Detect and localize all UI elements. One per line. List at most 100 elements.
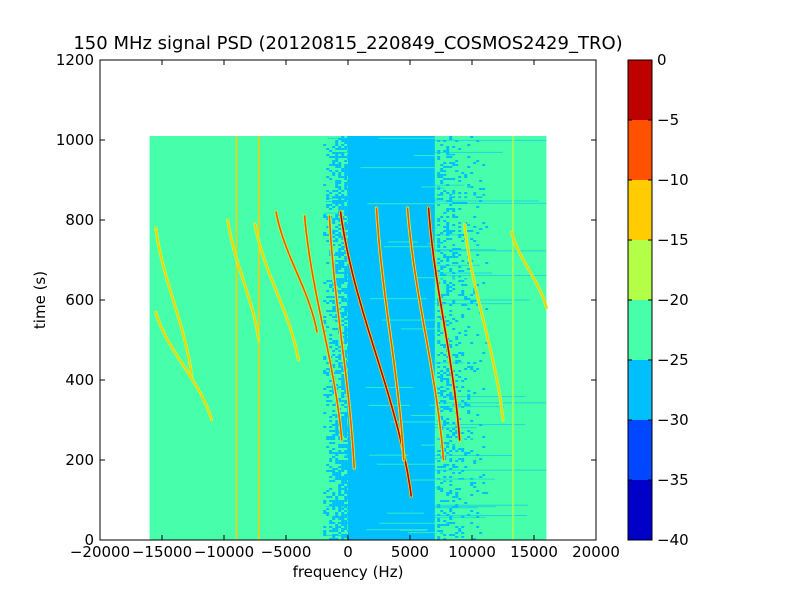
noise-streak [365,200,539,202]
noise-speck [467,308,471,310]
noise-speck [437,466,441,468]
noise-speck [458,176,462,178]
noise-speck [437,244,441,246]
noise-speck [347,340,351,342]
noise-speck [335,148,339,150]
noise-speck [341,176,345,178]
noise-speck [437,366,441,368]
noise-speck [344,258,348,260]
noise-speck [446,428,450,430]
noise-speck [347,462,351,464]
noise-speck [341,462,345,464]
noise-speck [341,170,345,172]
noise-speck [335,226,339,228]
noise-speck [458,360,462,362]
noise-speck [452,214,456,216]
noise-speck [347,140,351,142]
noise-speck [452,434,456,436]
noise-speck [338,164,342,166]
noise-speck [344,298,348,300]
noise-speck [449,196,453,198]
noise-streak [326,535,415,537]
noise-speck [326,326,330,328]
noise-speck [332,410,336,412]
noise-speck [443,480,447,482]
field-streak [435,312,459,314]
noise-speck [326,290,330,292]
noise-speck [332,290,336,292]
trace-2 [226,219,260,341]
noise-speck [455,488,459,490]
noise-speck [323,356,327,358]
noise-speck [473,362,477,364]
noise-speck [344,292,348,294]
noise-speck [347,482,351,484]
noise-speck [461,450,465,452]
noise-speck [449,480,453,482]
noise-speck [482,194,486,196]
noise-speck [341,320,345,322]
noise-speck [476,512,480,514]
noise-speck [341,412,345,414]
noise-speck [332,404,336,406]
noise-speck [443,448,447,450]
noise-speck [347,306,351,308]
noise-speck [323,500,327,502]
noise-speck [335,526,339,528]
noise-speck [344,482,348,484]
noise-speck [443,256,447,258]
noise-speck [347,266,351,268]
plot-area: −20000 −15000 −10000 −5000 0 5000 10000 15000 20… [56,51,620,561]
noise-speck [452,500,456,502]
noise-speck [470,482,474,484]
noise-speck [449,430,453,432]
noise-speck [335,270,339,272]
noise-speck [449,408,453,410]
noise-speck [467,230,471,232]
noise-speck [452,472,456,474]
noise-speck [347,238,351,240]
noise-speck [335,454,339,456]
noise-speck [326,262,330,264]
noise-speck [443,408,447,410]
noise-speck [347,350,351,352]
field-streak [376,463,444,465]
colorbar-tick-label: −10 [657,171,689,189]
noise-speck [476,196,480,198]
noise-speck [461,280,465,282]
noise-speck [437,304,441,306]
trace-11 [463,223,504,421]
noise-speck [335,154,339,156]
trace-6 [328,215,355,469]
noise-speck [452,512,456,514]
noise-speck [452,252,456,254]
noise-speck [329,338,333,340]
noise-speck [347,376,351,378]
noise-speck [446,446,450,448]
noise-speck [446,154,450,156]
noise-speck [341,324,345,326]
noise-speck [437,172,441,174]
noise-speck [341,504,345,506]
noise-speck [332,508,336,510]
noise-speck [329,310,333,312]
noise-speck [344,402,348,404]
noise-speck [329,504,333,506]
noise-speck [335,204,339,206]
noise-speck [461,316,465,318]
y-tick-label: 0 [84,531,94,549]
field-streak [368,404,410,406]
x-tick-label: −5000 [261,543,312,561]
noise-speck [344,412,348,414]
noise-speck [332,504,336,506]
noise-speck [338,272,342,274]
noise-speck [455,386,459,388]
noise-speck [437,158,441,160]
noise-speck [341,428,345,430]
noise-streak [363,227,437,229]
noise-speck [437,518,441,520]
noise-speck [341,420,345,422]
noise-speck [437,376,441,378]
noise-speck [344,426,348,428]
noise-speck [347,438,351,440]
